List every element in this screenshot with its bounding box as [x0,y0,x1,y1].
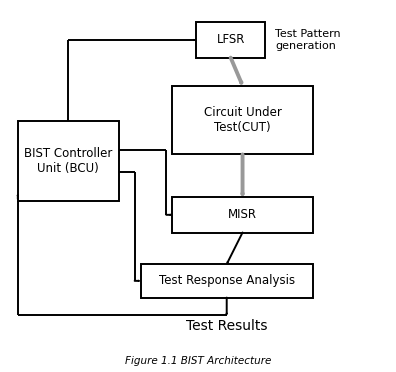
Text: Figure 1.1 BIST Architecture: Figure 1.1 BIST Architecture [125,356,271,366]
FancyBboxPatch shape [141,264,313,298]
Text: Test Response Analysis: Test Response Analysis [159,275,295,287]
Text: BIST Controller
Unit (BCU): BIST Controller Unit (BCU) [24,147,112,175]
Text: Circuit Under
Test(CUT): Circuit Under Test(CUT) [204,106,282,134]
Text: MISR: MISR [228,208,257,221]
Text: LFSR: LFSR [217,33,245,46]
FancyBboxPatch shape [172,197,313,232]
FancyBboxPatch shape [172,86,313,154]
FancyBboxPatch shape [18,121,119,201]
FancyBboxPatch shape [196,22,265,58]
Text: Test Results: Test Results [186,318,267,333]
Text: Test Pattern
generation: Test Pattern generation [275,29,341,51]
